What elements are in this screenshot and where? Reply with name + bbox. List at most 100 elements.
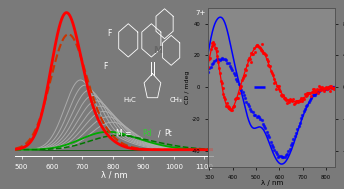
Point: [232, 74, 238, 77]
Text: F: F: [103, 63, 107, 71]
Point: [233, 97, 238, 100]
Point: [308, 95, 314, 98]
Point: [256, 44, 261, 47]
Point: [307, 91, 312, 94]
Point: [304, 92, 309, 95]
Point: [258, 48, 264, 51]
Text: M: M: [153, 46, 162, 55]
Point: [312, 90, 318, 93]
Point: [242, 96, 248, 99]
Point: [233, 97, 239, 100]
Point: [319, 86, 325, 89]
Point: [238, 84, 244, 88]
Point: [238, 88, 244, 91]
Point: [257, 46, 263, 49]
Point: [207, 56, 213, 59]
Point: [320, 87, 325, 90]
Point: [279, 156, 285, 159]
Point: [332, 85, 337, 88]
Point: [256, 45, 262, 48]
Point: [227, 64, 233, 67]
Point: [301, 97, 307, 100]
Text: Pd: Pd: [142, 129, 152, 138]
Point: [243, 68, 248, 71]
Point: [316, 85, 321, 88]
Point: [225, 104, 230, 107]
Point: [245, 59, 251, 62]
Point: [239, 79, 245, 82]
Point: [275, 84, 280, 88]
Point: [233, 77, 239, 80]
Point: [268, 69, 274, 72]
Point: [245, 64, 250, 67]
Point: [294, 99, 300, 102]
X-axis label: λ / nm: λ / nm: [261, 180, 283, 186]
Point: [241, 74, 247, 77]
Point: [241, 94, 247, 97]
Point: [281, 96, 287, 99]
Point: [314, 87, 320, 90]
Point: [309, 91, 314, 94]
Point: [217, 59, 222, 62]
Point: [286, 101, 292, 104]
Point: [217, 71, 223, 74]
Point: [261, 125, 267, 128]
Point: [223, 104, 229, 107]
Point: [211, 61, 216, 64]
X-axis label: λ / nm: λ / nm: [101, 170, 128, 179]
Point: [209, 45, 214, 48]
Point: [300, 100, 305, 103]
Point: [216, 66, 222, 69]
Point: [240, 77, 246, 80]
Point: [260, 122, 266, 125]
Point: [208, 48, 213, 51]
Point: [298, 97, 303, 100]
Point: [324, 88, 330, 91]
Point: [265, 134, 271, 137]
Point: [321, 90, 326, 93]
Point: [327, 84, 333, 87]
Point: [264, 131, 269, 134]
Point: [287, 147, 292, 150]
Point: [287, 98, 292, 101]
Point: [300, 113, 305, 116]
Point: [288, 97, 293, 100]
Point: [311, 93, 316, 96]
Point: [291, 137, 296, 140]
Point: [305, 104, 310, 107]
Point: [221, 93, 226, 96]
Point: [307, 91, 313, 94]
Point: [264, 58, 269, 61]
Point: [277, 87, 282, 90]
Point: [246, 104, 251, 107]
Point: [332, 85, 337, 88]
Point: [282, 155, 287, 158]
Point: [294, 101, 299, 104]
Point: [252, 50, 258, 53]
Point: [244, 68, 249, 71]
Point: [327, 90, 332, 93]
Point: [236, 82, 241, 85]
Point: [252, 113, 258, 116]
Point: [290, 98, 296, 101]
Point: [260, 52, 266, 55]
Point: [310, 88, 315, 91]
Point: [259, 118, 265, 121]
Point: [280, 94, 286, 97]
Point: [299, 98, 304, 101]
Point: [235, 96, 240, 99]
Point: [323, 87, 328, 90]
Text: H₃C: H₃C: [123, 97, 136, 103]
Text: M =: M =: [116, 129, 134, 138]
Point: [212, 47, 218, 50]
Point: [225, 61, 230, 64]
Point: [324, 87, 329, 90]
Point: [254, 43, 259, 46]
Point: [276, 85, 281, 88]
Point: [232, 104, 237, 107]
Point: [259, 43, 265, 46]
Point: [289, 98, 294, 101]
Point: [226, 106, 231, 109]
Point: [237, 85, 243, 88]
Point: [223, 59, 229, 62]
